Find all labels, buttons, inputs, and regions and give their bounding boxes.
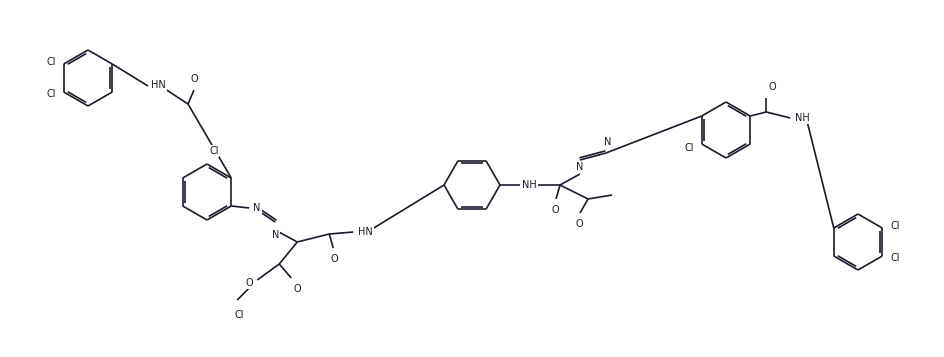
Text: O: O — [330, 254, 338, 264]
Text: HN: HN — [359, 227, 373, 237]
Text: O: O — [245, 278, 253, 288]
Text: Cl: Cl — [209, 146, 218, 156]
Text: N: N — [272, 230, 278, 240]
Text: Cl: Cl — [890, 221, 900, 231]
Text: Cl: Cl — [890, 253, 900, 263]
Text: HN: HN — [151, 80, 166, 90]
Text: Cl: Cl — [46, 57, 56, 67]
Text: NH: NH — [795, 113, 810, 123]
Text: N: N — [604, 137, 612, 147]
Text: N: N — [577, 162, 583, 172]
Text: Cl: Cl — [46, 89, 56, 99]
Text: NH: NH — [522, 180, 537, 190]
Text: O: O — [190, 74, 198, 84]
Text: O: O — [575, 219, 582, 229]
Text: N: N — [253, 203, 261, 213]
Text: O: O — [551, 205, 559, 215]
Text: Cl: Cl — [234, 310, 244, 320]
Text: O: O — [768, 82, 776, 92]
Text: O: O — [294, 284, 301, 294]
Text: Cl: Cl — [684, 143, 694, 153]
